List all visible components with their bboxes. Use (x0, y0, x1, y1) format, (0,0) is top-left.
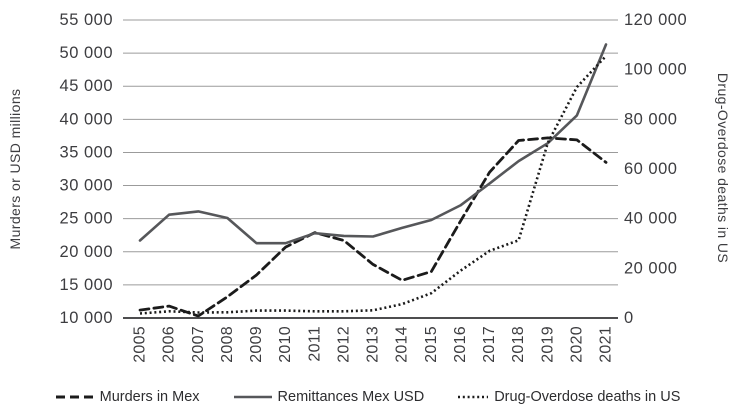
y-left-tick-label: 15 000 (60, 276, 113, 294)
series-line-drug-overdose-deaths-in-us (139, 55, 607, 315)
legend-item: Remittances Mex USD (233, 389, 425, 405)
y-left-tick-label: 35 000 (60, 143, 113, 161)
x-tick-label: 2021 (598, 326, 615, 363)
series-line-remittances-mex-usd (138, 43, 608, 245)
x-tick-label: 2008 (219, 326, 236, 363)
x-tick-label: 2020 (568, 326, 585, 363)
y-left-tick-label: 40 000 (60, 110, 113, 128)
y-right-tick-label: 0 (624, 309, 634, 327)
x-tick-label: 2010 (277, 326, 294, 363)
y-left-tick-label: 50 000 (60, 44, 113, 62)
legend-item: Murders in Mex (55, 389, 200, 405)
y-left-tick-label: 25 000 (60, 210, 113, 228)
y-right-tick-label: 20 000 (624, 259, 677, 277)
x-tick-label: 2018 (510, 326, 527, 363)
x-tick-label: 2009 (248, 326, 265, 363)
x-tick-label: 2015 (423, 326, 440, 363)
x-tick-label: 2017 (481, 326, 498, 363)
x-tick-label: 2011 (306, 326, 323, 362)
y-axis-left-labels: 10 000 15 000 20 000 25 000 30 000 35 000 40 0… (60, 11, 113, 327)
y-left-tick-label: 20 000 (60, 243, 113, 261)
y-right-tick-label: 40 000 (624, 210, 677, 228)
x-tick-label: 2007 (190, 326, 207, 363)
x-tick-label: 2012 (335, 326, 352, 363)
legend-label: Drug-Overdose deaths in US (494, 389, 681, 405)
legend-solid-line-sample (233, 395, 272, 399)
x-tick-label: 2016 (452, 326, 469, 363)
x-tick-label: 2006 (161, 326, 178, 363)
y-left-tick-label: 30 000 (60, 177, 113, 195)
legend-dashed-line-sample (55, 395, 94, 399)
x-tick-label: 2005 (132, 326, 149, 363)
x-tick-label: 2013 (365, 326, 382, 363)
y-axis-right-title: Drug-Overdose deaths in US (715, 72, 731, 264)
y-axis-left-title: Murders or USD millions (7, 88, 23, 250)
y-left-tick-label: 45 000 (60, 77, 113, 95)
y-right-tick-label: 60 000 (624, 160, 677, 178)
y-left-tick-label: 10 000 (60, 309, 113, 327)
x-tick-label: 2014 (394, 326, 411, 363)
y-right-tick-label: 100 000 (624, 61, 687, 79)
y-right-tick-label: 80 000 (624, 110, 677, 128)
legend-label: Remittances Mex USD (277, 389, 425, 405)
y-left-tick-label: 55 000 (60, 11, 113, 29)
series-line-murders-in-mex (138, 136, 608, 318)
legend-dotted-line-sample (458, 395, 489, 399)
x-tick-label: 2019 (539, 326, 556, 363)
legend-label: Murders in Mex (99, 389, 200, 405)
y-right-tick-label: 120 000 (624, 11, 687, 29)
y-axis-right-labels: 0 20 000 40 000 60 000 80 000 100 000 120 000 (624, 11, 687, 327)
gridlines (123, 19, 618, 319)
legend-item: Drug-Overdose deaths in US (458, 389, 680, 405)
x-axis-labels: 2005 2006 2007 2008 2009 2010 2011 2012 2013 2014… (132, 326, 615, 363)
chart-legend: Murders in Mex Remittances Mex USD Drug-Ov… (0, 389, 736, 405)
